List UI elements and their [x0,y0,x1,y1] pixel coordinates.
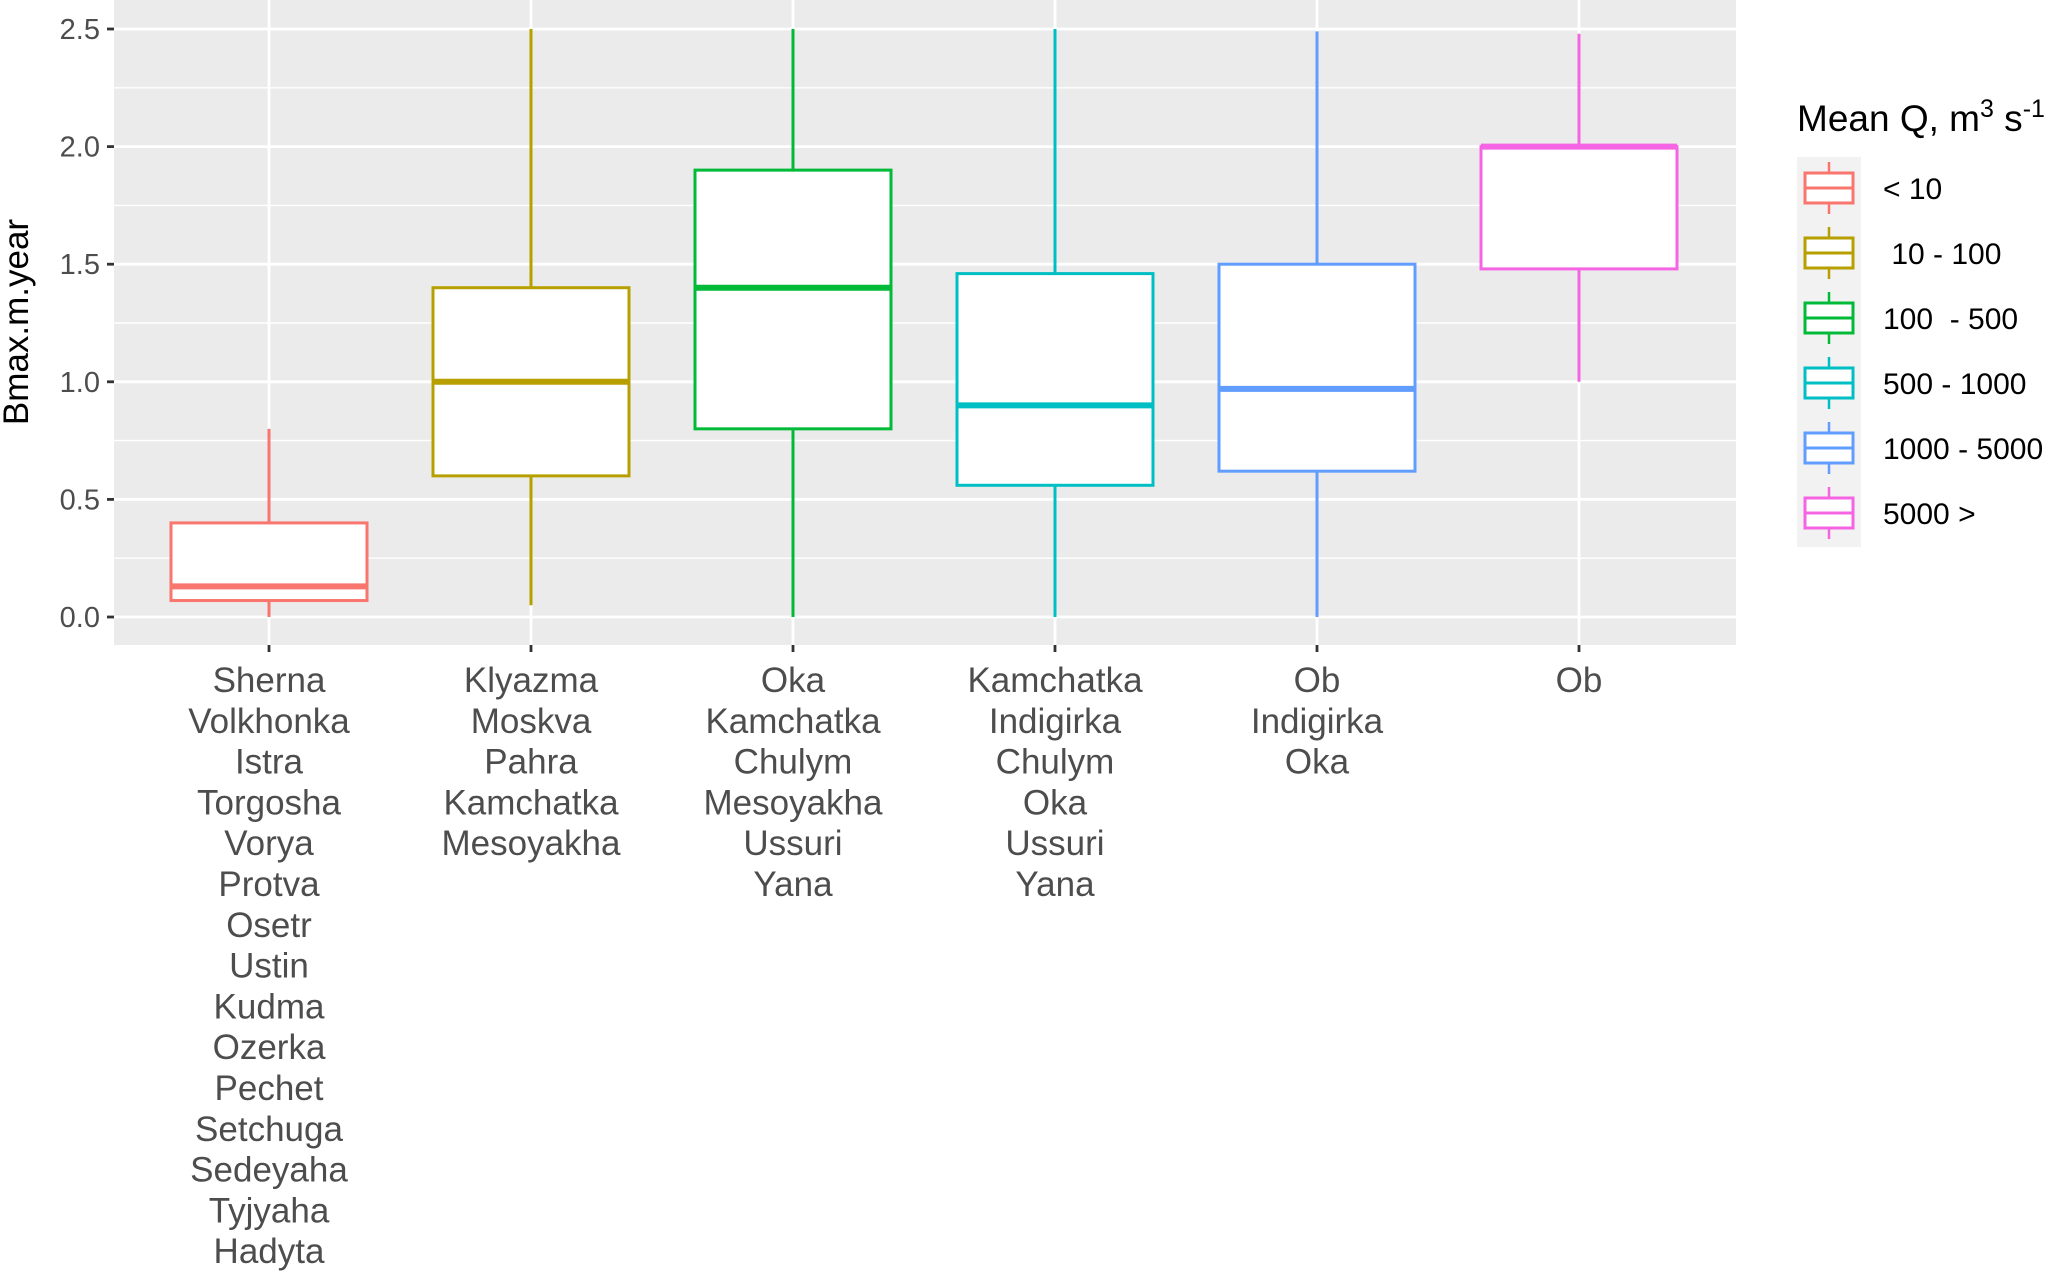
legend-item-label: 5000 > [1883,498,1976,531]
box-group [1479,33,1679,382]
x-tick-label-line: Vorya [224,824,314,863]
x-tick-label: Sherna Volkhonka Istra Torgosha Vorya Protva O… [188,661,350,1271]
box-iqr [1217,262,1417,473]
x-tick-label-line: Klyazma [464,661,599,700]
y-axis-ticks: 0.0 0.5 1.0 1.5 2.0 2.5 [60,14,114,634]
legend-title: Mean Q, m3 s-1 [1797,95,2045,139]
x-tick-label-line: Yana [753,865,833,904]
x-tick-label-line: Sedeyaha [190,1151,348,1190]
x-axis-ticks: Sherna Volkhonka Istra Torgosha Vorya Protva O… [188,645,1602,1271]
x-tick-label-line: Ob [1556,661,1603,700]
legend-item-label: 10 - 100 [1883,238,2001,271]
legend-item: 1000 - 5000 [1803,422,2043,474]
x-tick-label-line: Pechet [215,1069,324,1108]
box-iqr [693,168,893,431]
x-tick-label-line: Oka [1285,743,1350,782]
box-group [955,29,1155,617]
x-tick-label-line: Setchuga [195,1110,343,1149]
y-tick-label: 2.5 [60,14,100,46]
y-tick-label: 1.0 [60,367,100,399]
legend-item: 500 - 1000 [1803,357,2026,409]
x-tick-label: Klyazma Moskva Pahra Kamchatka Mesoyakha [442,661,622,863]
x-tick-label-line: Ussuri [743,824,842,863]
legend-title-sup2: -1 [2023,95,2045,123]
box-group [431,29,631,606]
x-tick-label-line: Chulym [996,743,1115,782]
boxes [169,29,1679,617]
y-tick-label: 0.5 [60,484,100,516]
x-tick-label-line: Sherna [213,661,326,700]
x-tick-label-line: Mesoyakha [442,824,622,863]
legend: Mean Q, m3 s-1 < 10 10 - 100 100 - 500 500… [1797,95,2045,547]
x-tick-label-line: Tyjyaha [209,1191,330,1230]
x-tick-label-line: Torgosha [197,783,342,822]
x-tick-label-line: Protva [218,865,320,904]
x-tick-label: Ob Indigirka Oka [1251,661,1384,782]
x-tick-label-line: Kamchatka [705,702,881,741]
x-tick-label-line: Kamchatka [967,661,1143,700]
legend-title-sup1: 3 [1980,95,1994,123]
x-tick-label-line: Oka [761,661,826,700]
x-tick-label-line: Volkhonka [188,702,350,741]
box-group [169,428,369,617]
x-tick-label: Kamchatka Indigirka Chulym Oka Ussuri Yana [967,661,1143,904]
legend-item-label: 500 - 1000 [1883,368,2026,401]
x-tick-label-line: Ussuri [1005,824,1104,863]
legend-item-label: < 10 [1883,173,1942,206]
x-tick-label-line: Indigirka [989,702,1122,741]
legend-item: < 10 [1803,162,1942,214]
x-tick-label-line: Kamchatka [443,783,619,822]
x-tick-label-line: Chulym [734,743,853,782]
legend-item-label: 1000 - 5000 [1883,433,2043,466]
x-tick-label-line: Moskva [471,702,592,741]
x-tick-label-line: Pahra [484,743,578,782]
legend-items: < 10 10 - 100 100 - 500 500 - 1000 1000 - 5… [1803,162,2043,539]
y-tick-label: 1.5 [60,249,100,281]
legend-title-main: Mean Q, m [1797,98,1980,139]
legend-key-background [1797,157,1861,547]
x-tick-label-line: Hadyta [214,1232,325,1271]
box-group [693,29,893,617]
x-tick-label-line: Ozerka [213,1028,326,1067]
legend-item: 100 - 500 [1803,292,2018,344]
legend-item: 5000 > [1803,487,1976,539]
x-tick-label-line: Istra [235,743,304,782]
x-tick-label-line: Ob [1294,661,1341,700]
grid-minor [114,87,1736,559]
box-iqr [955,272,1155,487]
box-iqr [1479,145,1679,271]
x-tick-label-line: Kudma [214,987,325,1026]
x-tick-label-line: Ustin [229,947,309,986]
box-group [1217,31,1417,617]
x-tick-label-line: Yana [1015,865,1095,904]
x-tick-label: Oka Kamchatka Chulym Mesoyakha Ussuri Yana [704,661,884,904]
legend-item-label: 100 - 500 [1883,303,2018,336]
legend-item: 10 - 100 [1803,227,2001,279]
legend-title-mid: s [1994,98,2023,139]
y-axis-label: Bmax.m.year [0,219,36,425]
x-tick-label-line: Mesoyakha [704,783,884,822]
x-tick-label-line: Oka [1023,783,1088,822]
y-tick-label: 2.0 [60,132,100,164]
x-tick-label-line: Indigirka [1251,702,1384,741]
x-tick-label-line: Osetr [226,906,312,945]
x-tick-label: Ob [1556,661,1603,700]
y-tick-label: 0.0 [60,602,100,634]
